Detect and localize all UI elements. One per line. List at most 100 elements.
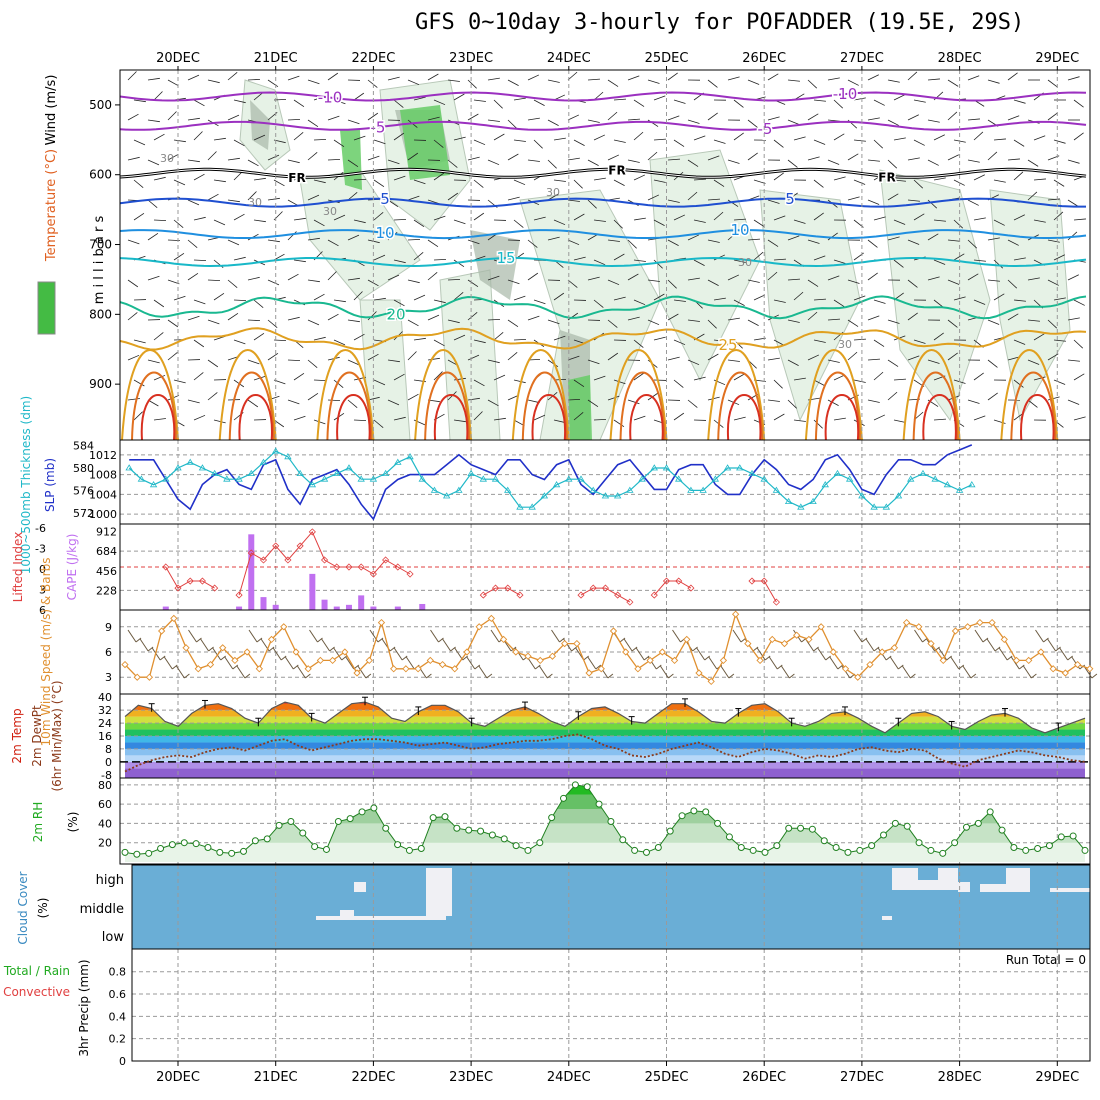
cape-bar [345,604,352,610]
wind-barb [847,153,859,161]
thickness-point [137,475,146,482]
rh-tick: 20 [98,837,112,850]
wind-barb [1027,319,1040,322]
wind-barb [447,159,458,168]
li-line [752,580,777,603]
wind-barb [367,155,380,161]
wind-barb [407,152,419,161]
wind-barb [573,139,585,146]
wind-barb [133,99,146,103]
wind-barb [1047,239,1060,243]
wind-barb [833,133,845,141]
wind-barb [933,332,944,341]
rh-point [797,824,805,832]
rh-point [927,846,935,854]
wind-barb [747,152,758,161]
wind-barb [447,278,461,281]
thickness-point [406,453,414,460]
thickness-point [662,464,671,471]
wind-barb [347,359,360,366]
wind-barb [447,192,459,201]
wind-speed-point [353,669,361,677]
wind-barb [393,647,403,661]
wind-barb [453,219,466,225]
time-axes: 20DEC 20DEC 21DEC 21DEC 22DEC 22DEC 23DEC 23DEC… [156,51,1079,1085]
thickness-point [247,469,255,476]
li-point [662,577,671,585]
wind-barb [653,293,665,301]
wind-barb [247,276,260,281]
wind-barb [139,638,149,652]
rh-point [607,817,615,825]
wind-barb [333,299,346,303]
wind-barb [767,116,780,121]
wind-barb [353,333,365,341]
temp-band [125,729,1085,736]
li-line [483,587,521,596]
temperature-contour-label: -5 [758,120,773,138]
wind-barb [847,196,860,201]
wind-barb [647,194,660,201]
wind-speed-point [231,656,239,665]
wind-barb [696,647,706,661]
wind-barb [405,656,415,670]
wind-barb [987,392,998,401]
warm-contour [609,349,668,440]
wind-barb [307,194,320,201]
wind-barb [533,99,545,106]
wind-barb [973,415,986,421]
wind-barb [307,237,320,241]
wind-barb [1067,274,1079,281]
wind-barb [227,279,238,289]
wind-barb [687,399,698,408]
wind-panel: 3 6 9 10m Wind Speed (m/s) & Barbs [39,558,1098,746]
thickness-point [149,481,158,488]
thickness-tick: 580 [73,462,94,475]
wind-barb [313,179,326,184]
wind-barb [787,159,798,168]
rh-point [145,849,153,857]
rh-point [465,826,473,834]
wind-barb [513,139,526,142]
thickness-point [589,486,597,493]
wind-barb [427,314,440,321]
wind-barb [407,79,420,86]
freezing-contour-core [120,168,1087,178]
li-point [296,542,304,550]
wind-barb [173,139,186,143]
wind-barb [873,216,886,221]
wind-speed-point [1073,660,1082,669]
wind-barb [567,199,580,202]
wind-barb [207,151,217,161]
wind-barb [433,258,447,261]
wind-barb [593,219,606,222]
li-point [198,577,206,585]
thickness-point [638,475,646,482]
wind-barb [329,646,335,652]
thickness-point [467,469,475,476]
cloud-cover-panel: high middle low Cloud Cover (%) [16,864,1091,950]
wind-speed-point [438,660,447,669]
rh-legend-swatch [38,282,55,334]
wind-barb [1067,359,1080,362]
precip-tick: 0 [119,1055,126,1068]
wind-barb [773,172,784,181]
warm-contour [316,349,375,440]
wind-barb [247,399,259,408]
wind-barb [387,317,400,321]
wind-barb [313,336,326,341]
wind-barb [547,193,559,201]
wind-barb [236,665,246,679]
wind-barb [573,213,585,221]
wind-barb [753,294,766,301]
thickness-point [675,475,683,482]
wind-barb [793,419,806,422]
rh-point [725,833,733,841]
wind-speed-point [524,652,532,660]
wind-barb [1067,159,1080,164]
rh-point [299,829,307,837]
wind-barb [673,99,686,104]
wind-barb [787,359,799,366]
wind-barb [454,647,464,661]
wind-barb [538,665,548,679]
